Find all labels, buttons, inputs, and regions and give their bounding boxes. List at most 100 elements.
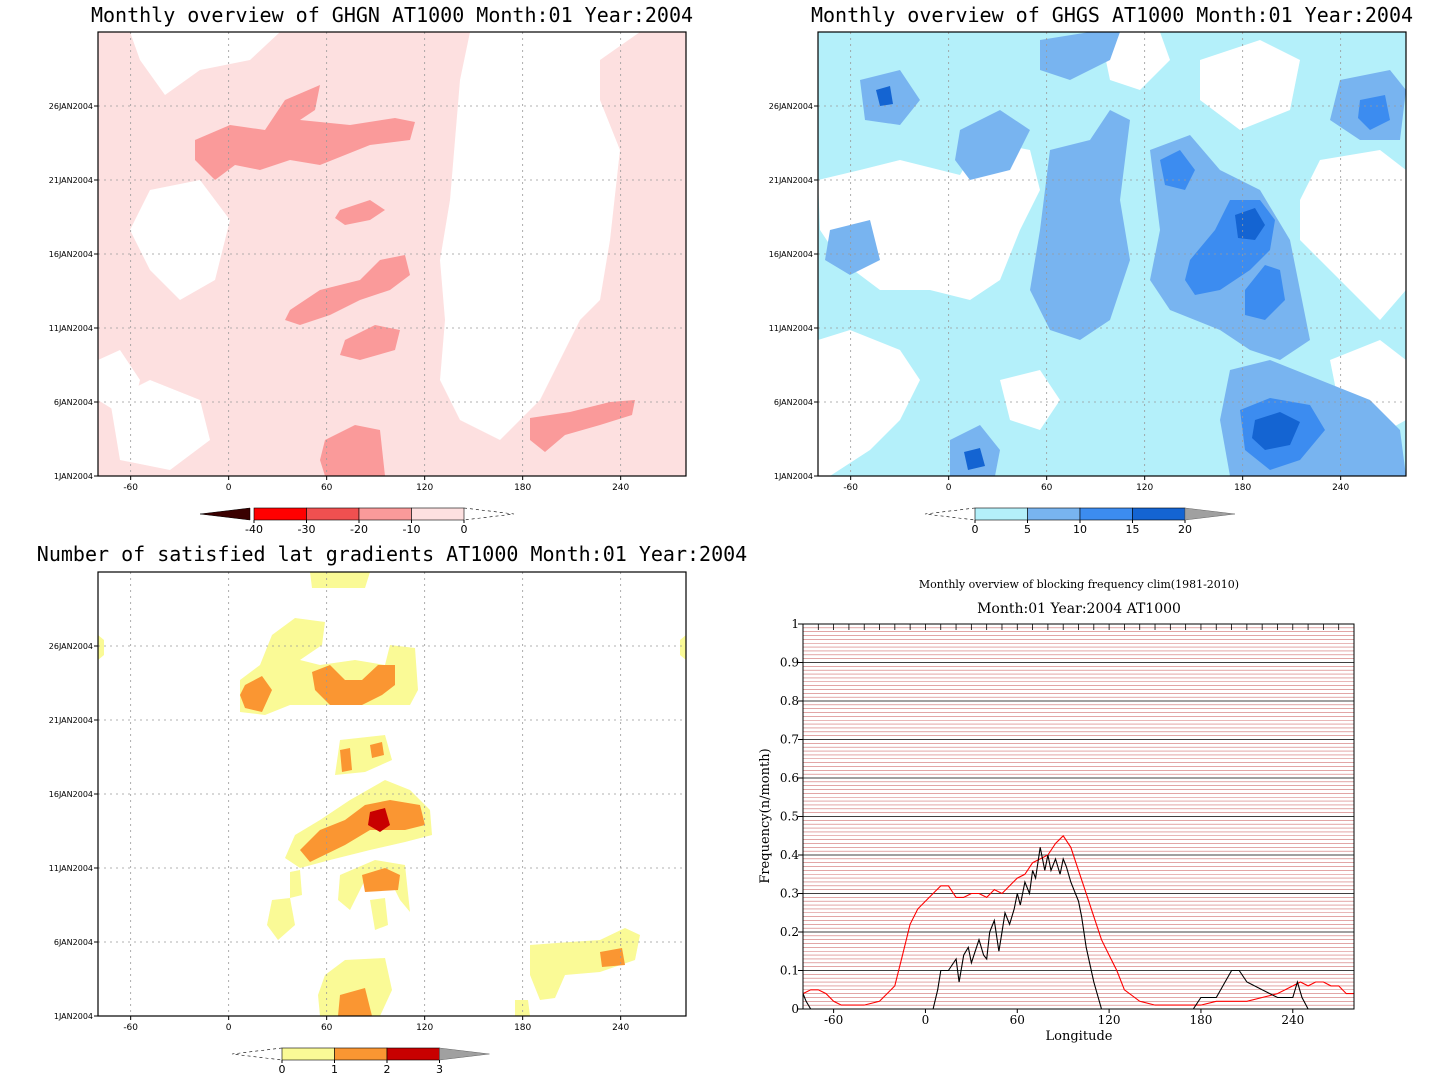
y-tick-label: 0.9 xyxy=(780,656,799,670)
ghgs-y-ticks: 1JAN2004 6JAN2004 11JAN2004 16JAN2004 21JAN2… xyxy=(769,102,818,481)
y-tick-label: 26JAN2004 xyxy=(49,642,93,651)
y-tick-label: 0.2 xyxy=(780,925,799,939)
y-tick-label: 0.7 xyxy=(780,733,799,747)
x-tick-label: 240 xyxy=(1332,483,1349,493)
gradients-region-1 xyxy=(515,1000,530,1016)
colorbar-cell xyxy=(1027,507,1081,521)
y-tick-label: 16JAN2004 xyxy=(769,250,813,259)
blocking-title: Monthly overview of blocking frequency c… xyxy=(919,578,1239,591)
y-tick-label: 26JAN2004 xyxy=(49,102,93,111)
y-tick-label: 1JAN2004 xyxy=(774,472,813,481)
x-tick-label: 0 xyxy=(946,483,952,493)
ghgs-region-10 xyxy=(1160,150,1195,190)
ghgs-region-5 xyxy=(955,110,1030,180)
x-tick-label: -60 xyxy=(843,483,858,493)
ghgn-grid xyxy=(98,32,686,476)
x-tick-label: 180 xyxy=(514,1023,531,1033)
ghgs-white-region xyxy=(1200,40,1300,130)
colorbar-cell xyxy=(411,507,465,521)
y-tick-label: 0.5 xyxy=(780,810,799,824)
ghgn-region-10 xyxy=(285,255,410,325)
ghgn-region-10 xyxy=(195,85,415,180)
gradients-region-2 xyxy=(340,748,352,772)
x-tick-label: 180 xyxy=(514,483,531,493)
colorbar-tick-label: 2 xyxy=(384,1063,391,1076)
colorbar-tick-label: 0 xyxy=(461,523,468,536)
colorbar-low-triangle xyxy=(924,507,976,521)
y-tick-label: 11JAN2004 xyxy=(769,324,813,333)
ghgs-region-10 xyxy=(1358,95,1390,130)
x-tick-label: 240 xyxy=(612,483,629,493)
colorbar-tick-label: 20 xyxy=(1178,523,1192,536)
colorbar-tick-label: 5 xyxy=(1024,523,1031,536)
x-tick-label: 0 xyxy=(922,1013,930,1027)
ghgs-region-5 xyxy=(1030,110,1130,340)
y-tick-label: 0.4 xyxy=(780,848,799,862)
y-tick-label: 1JAN2004 xyxy=(54,472,93,481)
ghgn-panel: Monthly overview of GHGN AT1000 Month:01… xyxy=(49,3,693,536)
y-tick-label: 1 xyxy=(791,617,799,631)
colorbar-high-triangle xyxy=(463,507,515,521)
blocking-ylabel: Frequency(n/month) xyxy=(758,748,773,883)
y-tick-label: 26JAN2004 xyxy=(769,102,813,111)
colorbar-cell xyxy=(1132,507,1186,521)
y-tick-label: 6JAN2004 xyxy=(54,938,93,947)
gradients-title: Number of satisfied lat gradients AT1000… xyxy=(37,542,747,566)
gradients-y-ticks: 1JAN2004 6JAN2004 11JAN2004 16JAN2004 21JAN2… xyxy=(49,642,98,1021)
x-tick-label: 120 xyxy=(1136,483,1153,493)
gradients-region-1 xyxy=(680,635,686,660)
x-tick-label: 240 xyxy=(612,1023,629,1033)
y-tick-label: 21JAN2004 xyxy=(49,716,93,725)
ghgs-white-region xyxy=(818,330,920,476)
ghgn-region-10 xyxy=(340,325,400,360)
gradients-region-3 xyxy=(368,808,390,832)
ghgs-region-15 xyxy=(876,86,893,106)
x-tick-label: 60 xyxy=(1041,483,1053,493)
colorbar-high-triangle xyxy=(439,1047,490,1061)
ghgn-region-10 xyxy=(530,400,635,452)
y-tick-label: 0.1 xyxy=(780,964,799,978)
y-tick-label: 21JAN2004 xyxy=(49,176,93,185)
x-tick-label: -60 xyxy=(123,483,138,493)
gradients-region-1 xyxy=(318,958,392,1016)
gradients-region-2 xyxy=(240,676,272,712)
x-tick-label: -60 xyxy=(123,1023,138,1033)
colorbar-tick-label: 1 xyxy=(331,1063,338,1076)
x-tick-label: 180 xyxy=(1234,483,1251,493)
gradients-x-ticks: -60 0 60 120 180 240 xyxy=(123,1016,630,1033)
ghgn-region-10 xyxy=(335,200,385,225)
x-tick-label: 0 xyxy=(226,483,232,493)
ghgs-region-5 xyxy=(1040,32,1120,80)
ghgn-title: Monthly overview of GHGN AT1000 Month:01… xyxy=(91,3,693,27)
colorbar-cell xyxy=(974,507,1028,521)
ghgs-grid xyxy=(818,32,1406,476)
ghgs-white-region xyxy=(1000,370,1060,430)
blocking-minor-grid xyxy=(803,627,1354,1006)
x-tick-label: 120 xyxy=(1098,1013,1121,1027)
ghgs-colorbar: 0 5 10 15 20 xyxy=(924,507,1236,536)
x-tick-label: 240 xyxy=(1281,1013,1304,1027)
gradients-region-1 xyxy=(530,928,640,1000)
blocking-series xyxy=(802,834,1354,1010)
colorbar-tick-label: -10 xyxy=(403,523,421,536)
gradients-region-1 xyxy=(370,898,388,930)
y-tick-label: 0 xyxy=(791,1002,799,1016)
colorbar-tick-label: -40 xyxy=(245,523,263,536)
x-tick-label: 0 xyxy=(226,1023,232,1033)
ghgn-white-hole xyxy=(130,180,230,300)
blocking-panel: Monthly overview of blocking frequency c… xyxy=(758,578,1355,1044)
colorbar-tick-label: 3 xyxy=(436,1063,443,1076)
colorbar-tick-label: -20 xyxy=(350,523,368,536)
ghgn-colorbar: -40 -30 -20 -10 0 xyxy=(199,507,515,536)
colorbar-cell xyxy=(253,507,307,521)
x-tick-label: -60 xyxy=(824,1013,843,1027)
colorbar-cell xyxy=(281,1047,335,1061)
gradients-region-2 xyxy=(362,868,400,892)
ghgs-region-10 xyxy=(1245,265,1285,320)
gradients-region-1 xyxy=(267,898,295,940)
ghgn-white-hole xyxy=(110,380,210,470)
colorbar-low-triangle xyxy=(231,1047,283,1061)
colorbar-tick-label: 10 xyxy=(1073,523,1087,536)
x-tick-label: 60 xyxy=(321,1023,333,1033)
blocking-subtitle: Month:01 Year:2004 AT1000 xyxy=(977,601,1181,617)
